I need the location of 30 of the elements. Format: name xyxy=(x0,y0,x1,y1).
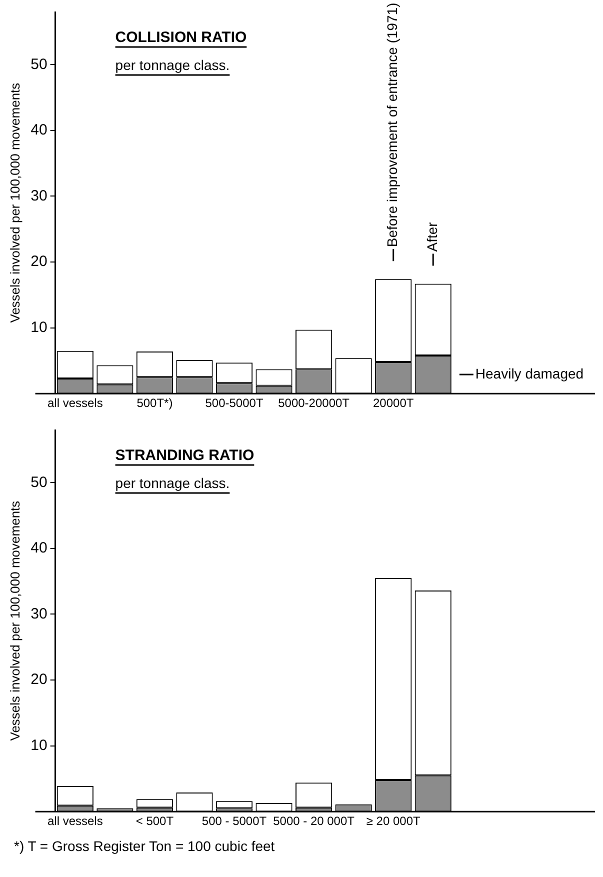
y-tick-label: 20 xyxy=(30,253,48,270)
text: *) T = Gross Register Ton = 100 cubic feet xyxy=(13,837,276,854)
x-tick-label: < 500T xyxy=(136,814,174,828)
text: COLLISION RATIO xyxy=(115,29,247,46)
y-tick-label: 10 xyxy=(30,736,48,754)
x-tick-label: ≥ 20 000T xyxy=(366,814,421,828)
y-tick-label: 40 xyxy=(30,540,48,557)
y-tick-label: 10 xyxy=(30,318,48,336)
text: STRANDING RATIO xyxy=(115,447,254,464)
y-tick-label: 20 xyxy=(30,671,48,688)
y-axis-title: Vessels involved per 100,000 movements xyxy=(7,82,22,323)
y-tick-label: 30 xyxy=(30,605,48,622)
x-tick-label: 500T*) xyxy=(136,396,173,410)
x-tick-label: 20000T xyxy=(372,396,414,410)
y-tick-label: 40 xyxy=(30,122,48,139)
x-tick-label: 500 - 5000T xyxy=(202,814,268,828)
y-tick-label: 50 xyxy=(30,474,48,491)
x-tick-label: 500-5000T xyxy=(205,396,264,410)
text: per tonnage class. xyxy=(115,57,230,73)
x-tick-label: all vessels xyxy=(47,814,103,828)
x-tick-label: 5000-20000T xyxy=(278,396,350,410)
annotation: After xyxy=(424,222,440,252)
y-axis-title: Vessels involved per 100,000 movements xyxy=(7,500,22,741)
text: per tonnage class. xyxy=(115,475,230,491)
annotation: Before improvement of entrance (1971) xyxy=(384,2,400,248)
x-tick-label: 5000 - 20 000T xyxy=(273,814,356,828)
series-label: Heavily damaged xyxy=(475,365,584,382)
x-tick-label: all vessels xyxy=(47,396,103,410)
y-tick-label: 50 xyxy=(30,56,48,73)
y-tick-label: 30 xyxy=(30,187,48,204)
